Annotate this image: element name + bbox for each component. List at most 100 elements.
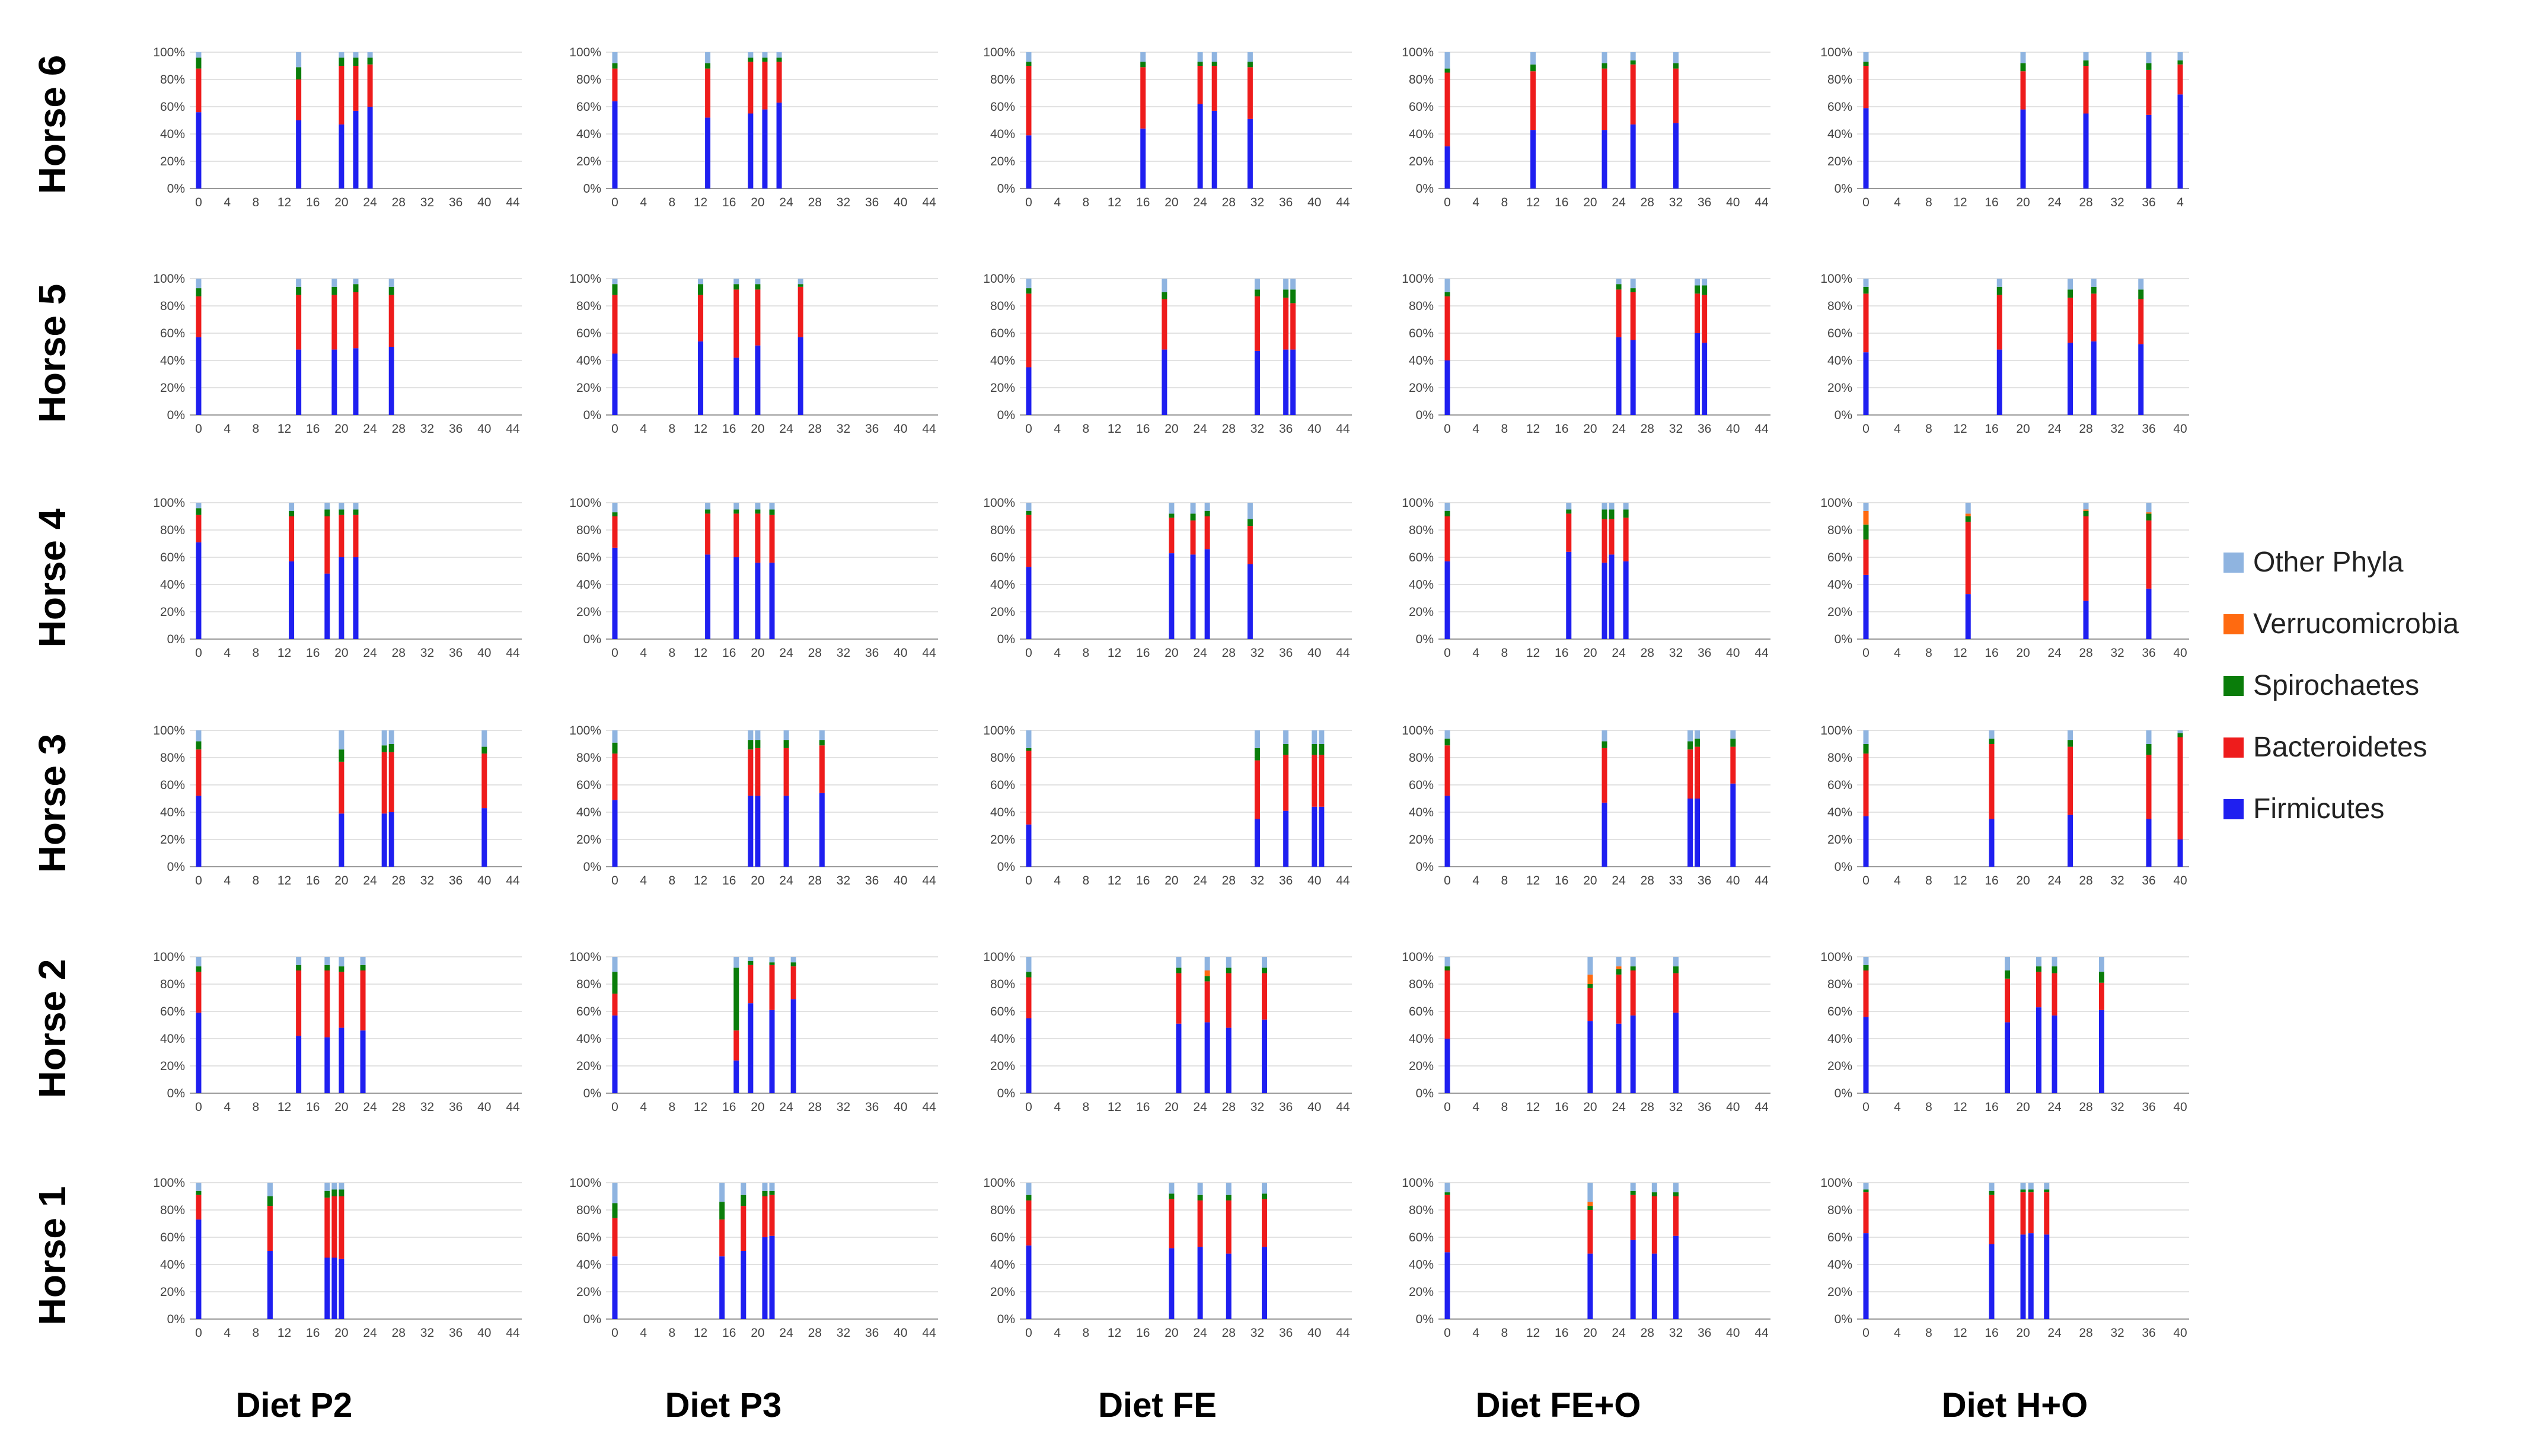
bar-segment-bacteroidetes (1247, 526, 1253, 564)
bar-segment-bacteroidetes (1996, 295, 2002, 350)
x-tick-label: 32 (837, 196, 850, 209)
bar-segment-spirochaetes (1444, 966, 1450, 970)
y-tick-label: 100% (983, 724, 1015, 737)
bar-segment-firmicutes (1169, 1248, 1175, 1319)
chart-panel: 0% 20% 40% 60% 80% 100% 0 4 8 12 16 20 24 28 32 36 40 44 (153, 1176, 522, 1340)
bar-segment-spirochaetes (2099, 972, 2104, 983)
bar-segment-other-phyla (1530, 52, 1536, 65)
bar-segment-bacteroidetes (324, 1198, 330, 1258)
bar-segment-other-phyla (2052, 957, 2057, 967)
y-tick-label: 0% (997, 1313, 1015, 1326)
x-tick-label: 16 (722, 1326, 736, 1340)
x-tick-label: 36 (1698, 1326, 1711, 1340)
x-tick-label: 8 (1925, 1100, 1932, 1114)
x-tick-label: 12 (1953, 1326, 1967, 1340)
diet-label: Diet P3 (665, 1386, 782, 1425)
x-tick-label: 40 (477, 422, 491, 436)
bar-segment-spirochaetes (324, 965, 330, 970)
y-tick-label: 60% (160, 551, 185, 564)
y-tick-label: 60% (1409, 327, 1434, 340)
bar-segment-spirochaetes (698, 284, 704, 295)
bar-segment-other-phyla (339, 730, 344, 750)
bar-segment-spirochaetes (748, 58, 754, 62)
x-tick-label: 0 (1025, 422, 1032, 436)
x-tick-label: 32 (1250, 422, 1264, 436)
bar-segment-spirochaetes (296, 67, 302, 79)
bar-segment-bacteroidetes (612, 753, 618, 800)
bar-segment-bacteroidetes (196, 515, 202, 542)
x-tick-label: 4 (224, 1326, 231, 1340)
x-tick-label: 20 (1583, 874, 1597, 887)
x-tick-label: 12 (1953, 422, 1967, 436)
x-tick-label: 0 (1025, 1100, 1032, 1114)
bar-segment-other-phyla (1140, 52, 1146, 62)
bar-segment-bacteroidetes (2146, 520, 2152, 589)
bar-segment-bacteroidetes (1863, 293, 1869, 353)
bar-segment-other-phyla (1695, 730, 1701, 739)
bar-segment-other-phyla (1176, 957, 1182, 968)
x-tick-label: 20 (1583, 422, 1597, 436)
bar-segment-other-phyla (748, 957, 754, 961)
bar-segment-other-phyla (1254, 730, 1260, 748)
x-tick-label: 4 (1894, 874, 1901, 887)
bar-segment-firmicutes (1616, 337, 1622, 415)
bar-segment-other-phyla (1695, 279, 1701, 286)
x-tick-label: 44 (506, 1326, 520, 1340)
bar-segment-spirochaetes (381, 745, 387, 752)
bar-segment-bacteroidetes (1673, 1196, 1679, 1236)
x-tick-label: 12 (694, 1100, 707, 1114)
bar-segment-bacteroidetes (1863, 970, 1869, 1017)
horse-label: Horse 3 (31, 734, 74, 873)
bar-segment-bacteroidetes (1444, 72, 1450, 146)
bar-segment-other-phyla (1602, 52, 1607, 63)
bar-segment-bacteroidetes (1254, 760, 1260, 819)
bar-segment-other-phyla (1169, 1183, 1175, 1194)
x-tick-label: 12 (1108, 1326, 1121, 1340)
x-tick-label: 44 (922, 196, 936, 209)
bar-segment-spirochaetes (267, 1196, 273, 1206)
x-tick-label: 28 (392, 1326, 406, 1340)
y-tick-label: 20% (160, 1059, 185, 1073)
y-tick-label: 40% (1409, 354, 1434, 368)
bar-segment-spirochaetes (196, 741, 202, 750)
x-tick-label: 0 (1862, 646, 1870, 660)
bar-segment-other-phyla (324, 503, 330, 510)
bar-segment-bacteroidetes (1651, 1196, 1657, 1254)
x-tick-label: 4 (224, 646, 231, 660)
x-tick-label: 12 (1108, 422, 1121, 436)
y-tick-label: 100% (569, 496, 601, 510)
x-tick-label: 40 (477, 196, 491, 209)
x-tick-label: 40 (894, 422, 907, 436)
x-tick-label: 24 (1193, 422, 1207, 436)
x-tick-label: 0 (611, 422, 618, 436)
bar-segment-bacteroidetes (339, 1196, 344, 1259)
bar-segment-firmicutes (698, 341, 704, 415)
x-tick-label: 40 (1726, 874, 1740, 887)
x-tick-label: 20 (1165, 196, 1178, 209)
x-tick-label: 8 (1501, 422, 1508, 436)
x-tick-label: 4 (1054, 874, 1061, 887)
y-tick-label: 20% (160, 155, 185, 168)
x-tick-label: 40 (1307, 646, 1321, 660)
x-tick-label: 40 (2173, 1100, 2187, 1114)
x-tick-label: 24 (1612, 1326, 1626, 1340)
bar-segment-firmicutes (331, 349, 337, 415)
bar-segment-bacteroidetes (1140, 67, 1146, 129)
bar-segment-firmicutes (324, 1257, 330, 1319)
bar-segment-bacteroidetes (339, 66, 344, 124)
y-tick-label: 100% (983, 1176, 1015, 1190)
x-tick-label: 8 (1083, 874, 1090, 887)
horse-label: Horse 1 (31, 1186, 74, 1326)
bar-segment-firmicutes (1630, 1015, 1636, 1093)
y-tick-label: 100% (569, 1176, 601, 1190)
bar-segment-other-phyla (296, 52, 302, 68)
x-tick-label: 24 (2047, 196, 2062, 209)
bar-segment-spirochaetes (1312, 744, 1317, 755)
bar-segment-other-phyla (705, 52, 711, 63)
x-tick-label: 8 (1501, 874, 1508, 887)
x-tick-label: 20 (1165, 646, 1178, 660)
x-tick-label: 16 (306, 874, 320, 887)
bar-segment-spirochaetes (2028, 1189, 2034, 1193)
y-tick-label: 80% (1409, 299, 1434, 313)
